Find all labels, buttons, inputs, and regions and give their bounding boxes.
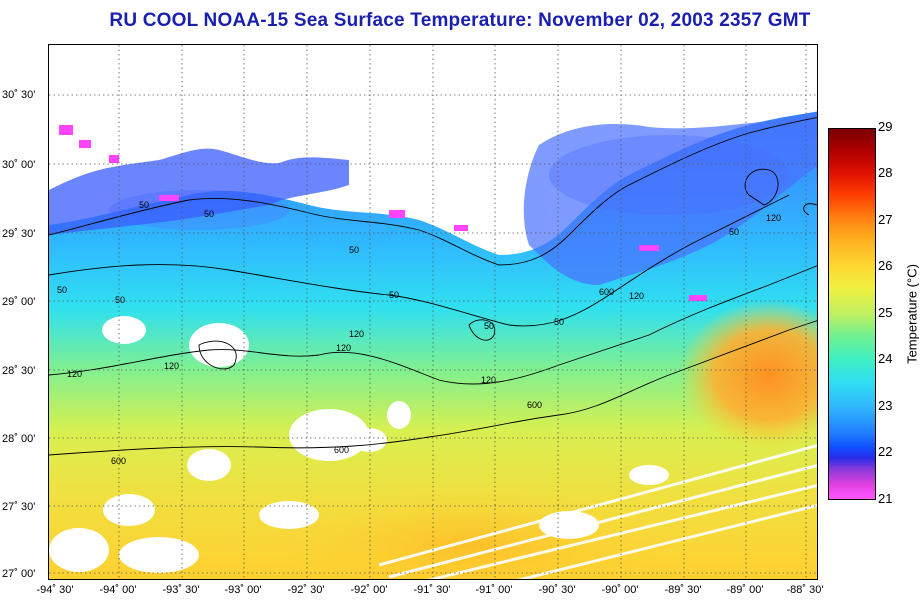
warm-water-patch-south xyxy=(269,485,669,579)
contour-label: 120 xyxy=(164,361,179,371)
contour-label: 600 xyxy=(111,456,126,466)
lon-label: -89˚ 30' xyxy=(664,584,702,596)
contour-label: 120 xyxy=(67,369,82,379)
lon-label: -91˚ 30' xyxy=(413,584,451,596)
lon-label: -89˚ 00' xyxy=(726,584,764,596)
sst-map[interactable]: 50 50 50 50 50 50 50 50 120 120 120 120 … xyxy=(48,44,818,580)
lon-label: -91˚ 00' xyxy=(475,584,513,596)
contour-label: 600 xyxy=(334,445,349,455)
map-title: RU COOL NOAA-15 Sea Surface Temperature:… xyxy=(109,10,811,31)
contour-label: 120 xyxy=(336,343,351,353)
delta-cool-water xyxy=(523,115,817,285)
contour-label: 50 xyxy=(554,317,564,327)
contour-label: 50 xyxy=(729,227,739,237)
colorbar-tick-label: 24 xyxy=(878,351,893,366)
sst-map-canvas: 50 50 50 50 50 50 50 50 120 120 120 120 … xyxy=(49,45,817,579)
contour-label: 600 xyxy=(599,287,614,297)
lon-label: -93˚ 30' xyxy=(162,584,200,596)
contour-label: 50 xyxy=(57,285,67,295)
contour-label-group: 50 50 50 50 50 50 50 50 120 120 120 120 … xyxy=(57,200,781,466)
lon-label: -94˚ 00' xyxy=(99,584,137,596)
lat-label: 30˚ 30' xyxy=(2,89,36,101)
lat-label: 28˚ 00' xyxy=(2,433,36,445)
contour-label: 50 xyxy=(484,321,494,331)
colorbar-tick-label: 29 xyxy=(878,119,893,134)
lat-label: 27˚ 30' xyxy=(2,501,36,513)
coastal-cool-water xyxy=(49,148,349,235)
contour-label: 120 xyxy=(481,375,496,385)
cold-spots xyxy=(59,125,707,301)
lat-lon-grid xyxy=(49,45,817,579)
colorbar-tick-label: 27 xyxy=(878,212,893,227)
lat-label: 29˚ 00' xyxy=(2,296,36,308)
colorbar-tick-label: 22 xyxy=(878,444,893,459)
contour-lines xyxy=(49,116,817,456)
lon-label: -90˚ 00' xyxy=(601,584,639,596)
lon-label: -92˚ 30' xyxy=(287,584,325,596)
lat-label: 28˚ 30' xyxy=(2,365,36,377)
colorbar-tick-label: 23 xyxy=(878,398,893,413)
lon-label: -92˚ 00' xyxy=(350,584,388,596)
contour-label: 120 xyxy=(349,329,364,339)
colorbar-tick-label: 25 xyxy=(878,305,893,320)
contour-label: 50 xyxy=(349,245,359,255)
contour-label: 120 xyxy=(629,291,644,301)
temperature-colorbar xyxy=(828,128,876,500)
contour-label: 120 xyxy=(766,213,781,223)
lon-label: -88˚ 30' xyxy=(786,584,824,596)
contour-label: 50 xyxy=(389,290,399,300)
colorbar-label: Temperature (°C) xyxy=(904,264,920,364)
lat-label: 27˚ 00' xyxy=(2,568,36,580)
contour-label: 50 xyxy=(204,209,214,219)
lon-label: -94˚ 30' xyxy=(36,584,74,596)
contour-label: 600 xyxy=(527,400,542,410)
contour-label: 50 xyxy=(115,295,125,305)
warm-water-patch xyxy=(679,300,817,450)
lat-label: 30˚ 00' xyxy=(2,159,36,171)
colorbar-tick-label: 28 xyxy=(878,165,893,180)
contour-label: 50 xyxy=(139,200,149,210)
colorbar-tick-label: 26 xyxy=(878,258,893,273)
lon-label: -93˚ 00' xyxy=(224,584,262,596)
colorbar-tick-label: 21 xyxy=(878,491,893,506)
lon-label: -90˚ 30' xyxy=(538,584,576,596)
lat-label: 29˚ 30' xyxy=(2,228,36,240)
